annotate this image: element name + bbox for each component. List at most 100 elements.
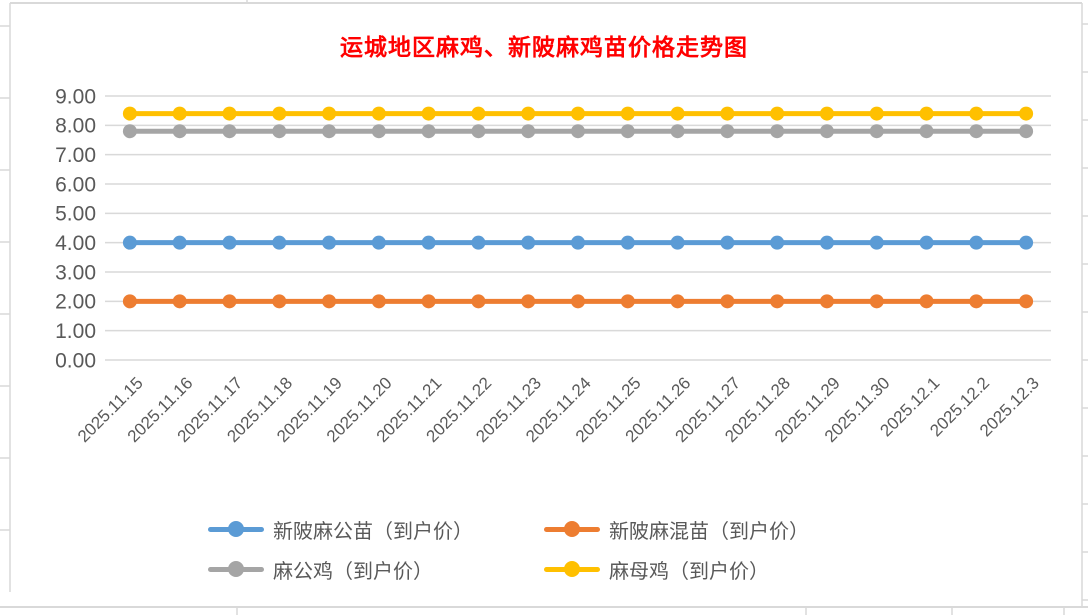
data-point-marker bbox=[620, 124, 635, 139]
legend-item-series-1: 新陂麻混苗（到户价） bbox=[544, 511, 880, 547]
data-point-marker bbox=[371, 235, 386, 250]
data-point-marker bbox=[222, 294, 237, 309]
data-point-marker bbox=[969, 294, 984, 309]
y-axis-tick-label: 1.00 bbox=[55, 320, 96, 343]
data-point-marker bbox=[969, 124, 984, 139]
data-point-marker bbox=[720, 124, 735, 139]
legend-line-dot-icon bbox=[208, 520, 264, 538]
data-point-marker bbox=[1019, 294, 1034, 309]
data-point-marker bbox=[272, 294, 287, 309]
data-point-marker bbox=[819, 124, 834, 139]
y-axis-tick-label: 7.00 bbox=[55, 144, 96, 167]
data-point-marker bbox=[819, 294, 834, 309]
data-point-marker bbox=[322, 235, 337, 250]
data-point-marker bbox=[322, 106, 337, 121]
data-point-marker bbox=[521, 106, 536, 121]
legend-label: 新陂麻公苗（到户价） bbox=[273, 520, 473, 543]
data-point-marker bbox=[222, 106, 237, 121]
chart-title: 运城地区麻鸡、新陂麻鸡苗价格走势图 bbox=[340, 34, 748, 60]
data-point-marker bbox=[172, 235, 187, 250]
data-point-marker bbox=[670, 294, 685, 309]
data-point-marker bbox=[122, 294, 137, 309]
data-point-marker bbox=[571, 124, 585, 139]
data-point-marker bbox=[571, 235, 585, 250]
data-point-marker bbox=[272, 124, 287, 139]
legend-line-dot-icon bbox=[544, 520, 600, 538]
data-point-marker bbox=[222, 235, 237, 250]
data-point-marker bbox=[172, 106, 187, 121]
data-point-marker bbox=[371, 106, 386, 121]
data-point-marker bbox=[720, 235, 735, 250]
data-point-marker bbox=[122, 106, 137, 121]
legend-item-series-3: 麻母鸡（到户价） bbox=[544, 551, 880, 587]
data-point-marker bbox=[322, 294, 337, 309]
data-point-marker bbox=[421, 235, 436, 250]
data-point-marker bbox=[421, 294, 436, 309]
data-point-marker bbox=[421, 106, 436, 121]
data-point-marker bbox=[122, 124, 137, 139]
data-point-marker bbox=[720, 294, 735, 309]
data-point-marker bbox=[869, 106, 884, 121]
data-point-marker bbox=[1019, 124, 1034, 139]
data-point-marker bbox=[919, 124, 934, 139]
legend-label: 新陂麻混苗（到户价） bbox=[609, 520, 809, 543]
data-point-marker bbox=[172, 294, 187, 309]
data-point-marker bbox=[620, 294, 635, 309]
data-point-marker bbox=[1019, 106, 1034, 121]
data-point-marker bbox=[919, 235, 934, 250]
y-axis-tick-label: 0.00 bbox=[55, 349, 96, 372]
legend-label: 麻母鸡（到户价） bbox=[609, 560, 769, 583]
data-point-marker bbox=[969, 106, 984, 121]
legend-line-dot-icon bbox=[208, 560, 264, 578]
data-point-marker bbox=[521, 124, 536, 139]
data-point-marker bbox=[471, 235, 486, 250]
data-point-marker bbox=[471, 124, 486, 139]
data-point-marker bbox=[122, 235, 137, 250]
data-point-marker bbox=[670, 124, 685, 139]
data-point-marker bbox=[371, 124, 386, 139]
data-point-marker bbox=[222, 124, 237, 139]
chart-legend: 新陂麻公苗（到户价） 新陂麻混苗（到户价） 麻公鸡（到户价） 麻母鸡（到户价） bbox=[0, 511, 1088, 587]
y-axis-tick-label: 6.00 bbox=[55, 173, 96, 196]
data-point-marker bbox=[471, 106, 486, 121]
data-point-marker bbox=[770, 106, 785, 121]
data-point-marker bbox=[869, 294, 884, 309]
data-point-marker bbox=[919, 106, 934, 121]
data-point-marker bbox=[670, 106, 685, 121]
data-point-marker bbox=[770, 124, 785, 139]
data-point-marker bbox=[620, 235, 635, 250]
legend-label: 麻公鸡（到户价） bbox=[273, 560, 433, 583]
data-point-marker bbox=[720, 106, 735, 121]
legend-line-dot-icon bbox=[544, 560, 600, 578]
data-point-marker bbox=[272, 235, 287, 250]
legend-item-series-2: 麻公鸡（到户价） bbox=[208, 551, 544, 587]
y-axis-tick-label: 9.00 bbox=[55, 85, 96, 108]
data-point-marker bbox=[770, 235, 785, 250]
y-axis-tick-label: 5.00 bbox=[55, 203, 96, 226]
data-point-marker bbox=[620, 106, 635, 121]
data-point-marker bbox=[322, 124, 337, 139]
data-point-marker bbox=[471, 294, 486, 309]
data-point-marker bbox=[571, 106, 585, 121]
data-point-marker bbox=[819, 235, 834, 250]
legend-item-series-0: 新陂麻公苗（到户价） bbox=[208, 511, 544, 547]
data-point-marker bbox=[421, 124, 436, 139]
data-point-marker bbox=[571, 294, 585, 309]
data-point-marker bbox=[521, 294, 536, 309]
data-point-marker bbox=[869, 235, 884, 250]
data-point-marker bbox=[819, 106, 834, 121]
data-point-marker bbox=[969, 235, 984, 250]
data-point-marker bbox=[521, 235, 536, 250]
data-point-marker bbox=[371, 294, 386, 309]
data-point-marker bbox=[1019, 235, 1034, 250]
data-point-marker bbox=[869, 124, 884, 139]
data-point-marker bbox=[670, 235, 685, 250]
y-axis-tick-label: 4.00 bbox=[55, 232, 96, 255]
data-point-marker bbox=[919, 294, 934, 309]
y-axis-tick-label: 8.00 bbox=[55, 115, 96, 138]
data-point-marker bbox=[172, 124, 187, 139]
y-axis-tick-label: 2.00 bbox=[55, 291, 96, 314]
data-point-marker bbox=[272, 106, 287, 121]
